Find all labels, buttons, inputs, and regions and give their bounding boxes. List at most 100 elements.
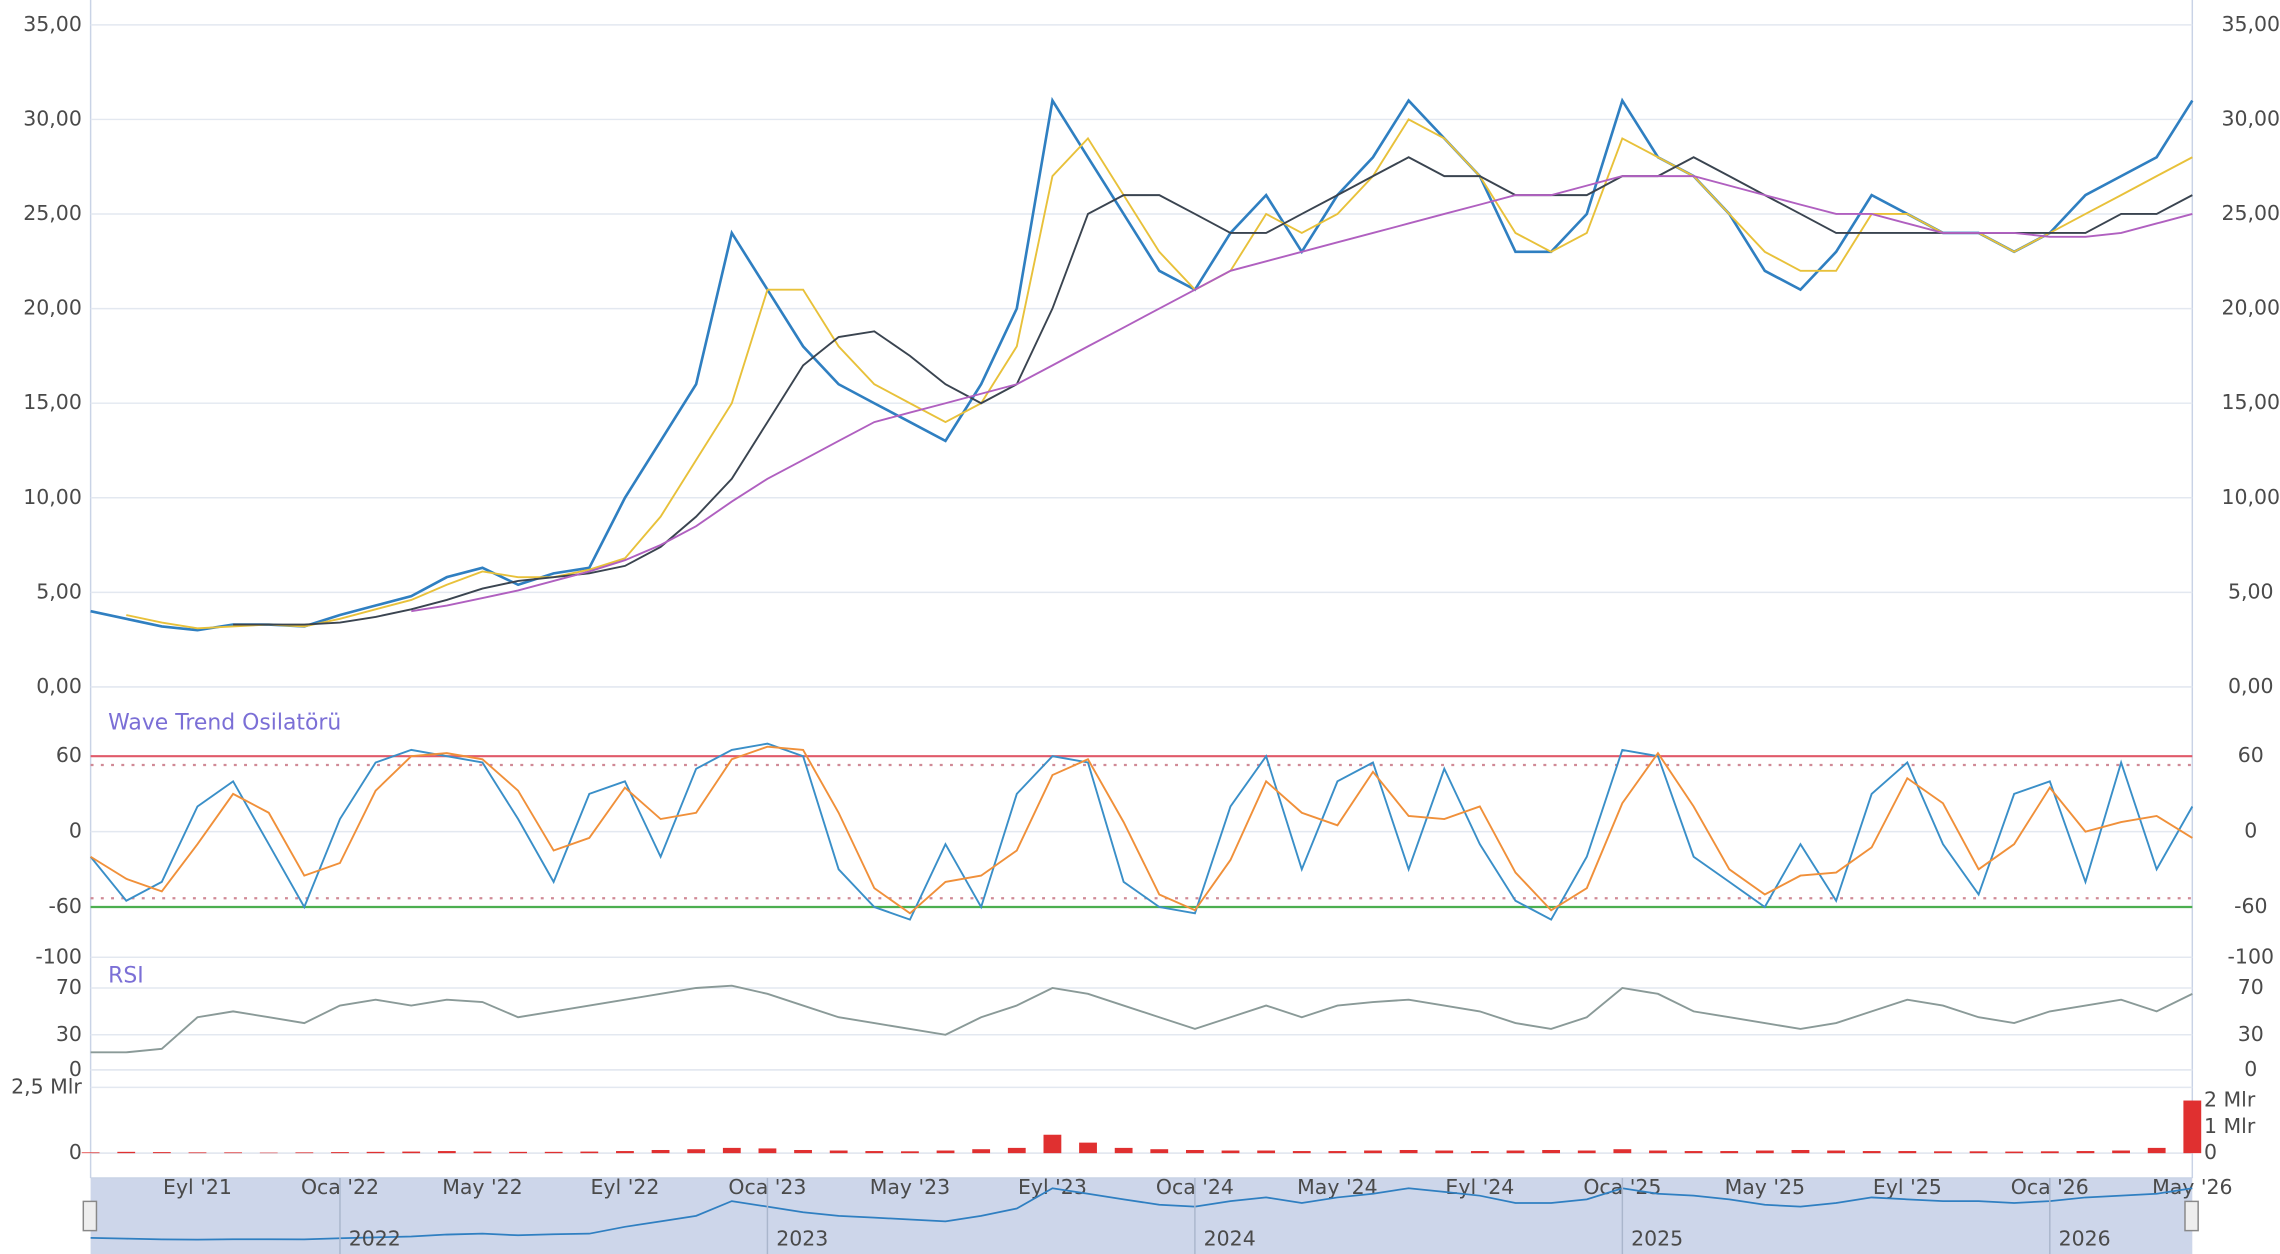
volume-bar — [224, 1152, 243, 1154]
volume-bar — [1007, 1147, 1026, 1154]
volume-bar — [1221, 1150, 1240, 1154]
y2-tick-label: 70 — [2238, 975, 2264, 999]
y-tick-label: 0 — [69, 1057, 82, 1081]
volume-bar — [259, 1152, 278, 1154]
volume-bar — [758, 1148, 777, 1154]
volume-bar — [188, 1152, 207, 1154]
volume-bar — [1613, 1149, 1632, 1154]
volume-bar — [1755, 1150, 1774, 1154]
volume-bar — [1043, 1134, 1062, 1154]
y-tick-label: 15,00 — [23, 390, 82, 414]
volume-bar — [437, 1151, 456, 1154]
volume-bar — [1969, 1151, 1988, 1154]
x-tick-label: May '25 — [1725, 1175, 1805, 1199]
volume-bar — [687, 1149, 706, 1154]
y2-tick-label: 5,00 — [2228, 579, 2274, 603]
volume-bar — [366, 1151, 385, 1154]
y-tick-label: 25,00 — [23, 201, 82, 225]
volume-bar — [1470, 1151, 1489, 1154]
volume-bar — [1364, 1150, 1382, 1154]
volume-bar — [1934, 1151, 1952, 1154]
volume-bar — [1720, 1151, 1739, 1154]
volume-bar — [152, 1152, 171, 1154]
y2-tick-label: 35,00 — [2221, 12, 2280, 36]
series-line — [90, 745, 2193, 915]
series-line — [89, 742, 2194, 921]
series-line — [233, 156, 2193, 626]
y2-tick-label: 0 — [2244, 819, 2257, 843]
x-tick-label: May '26 — [2152, 1175, 2232, 1199]
volume-bar — [295, 1152, 314, 1154]
y-tick-label: 35,00 — [23, 12, 82, 36]
navigator-line — [90, 1187, 2193, 1241]
y-tick-label: 30 — [56, 1022, 82, 1046]
y2-tick-label: 2 Mlr — [2204, 1088, 2256, 1112]
y-tick-label: 20,00 — [23, 296, 82, 320]
volume-bar — [651, 1149, 670, 1154]
volume-bar — [1185, 1149, 1204, 1154]
x-tick-label: Eyl '21 — [163, 1175, 232, 1199]
nav-handle-right[interactable] — [2184, 1200, 2199, 1232]
volume-bar — [81, 1152, 100, 1154]
navigator-year: 2023 — [776, 1226, 828, 1250]
volume-bar — [1292, 1151, 1311, 1154]
series-line — [90, 96, 2194, 632]
y2-tick-label: 0 — [2244, 1057, 2257, 1081]
series-line — [126, 118, 2193, 630]
volume-bar — [616, 1151, 634, 1154]
y-tick-label: 30,00 — [23, 106, 82, 130]
volume-bar — [1791, 1149, 1810, 1154]
panel-title: RSI — [108, 963, 144, 988]
volume-bar — [2005, 1151, 2024, 1154]
volume-bar — [1827, 1150, 1845, 1154]
volume-bar — [865, 1151, 884, 1154]
volume-bar — [1435, 1150, 1454, 1154]
volume-bar — [1542, 1149, 1561, 1154]
nav-handle-left[interactable] — [82, 1200, 98, 1232]
navigator-year: 2024 — [1204, 1226, 1256, 1250]
y2-tick-label: -100 — [2228, 944, 2274, 968]
volume-bar — [2112, 1150, 2130, 1154]
series-line — [411, 175, 2193, 613]
volume-bar — [1150, 1149, 1169, 1154]
navigator[interactable] — [90, 1178, 2193, 1254]
y-tick-label: 0 — [69, 819, 82, 843]
volume-bar — [1649, 1150, 1667, 1154]
y2-tick-label: 30,00 — [2221, 106, 2280, 130]
series-line — [90, 984, 2193, 1054]
navigator-year: 2026 — [2059, 1226, 2111, 1250]
volume-bar — [1257, 1150, 1276, 1154]
y-tick-label: 0 — [69, 1140, 82, 1164]
y-tick-label: 2,5 Mlr — [11, 1074, 82, 1098]
y2-tick-label: 25,00 — [2221, 201, 2280, 225]
volume-bar — [1898, 1151, 1917, 1154]
volume-bar — [402, 1151, 421, 1154]
y2-tick-label: 10,00 — [2221, 485, 2280, 509]
volume-bar — [1114, 1147, 1133, 1154]
volume-bar — [2076, 1151, 2095, 1154]
volume-bar — [936, 1150, 955, 1154]
volume-bar — [117, 1151, 136, 1154]
y-tick-label: -100 — [35, 944, 81, 968]
x-tick-label: Eyl '23 — [1018, 1175, 1087, 1199]
volume-bar — [1577, 1150, 1596, 1154]
y2-tick-label: 0,00 — [2228, 674, 2274, 698]
volume-bar — [1328, 1151, 1347, 1154]
volume-bar — [901, 1151, 919, 1154]
x-tick-label: May '23 — [870, 1175, 950, 1199]
volume-bar — [2183, 1100, 2202, 1154]
y2-tick-label: -60 — [2234, 894, 2267, 918]
volume-bar — [544, 1151, 563, 1154]
volume-bar — [1506, 1150, 1525, 1154]
volume-bar — [1684, 1151, 1703, 1154]
volume-bar — [473, 1151, 492, 1154]
y2-tick-label: 30 — [2238, 1022, 2264, 1046]
y-tick-label: 0,00 — [36, 674, 82, 698]
panel-title: Wave Trend Osilatörü — [108, 710, 341, 735]
y2-tick-label: 60 — [2238, 743, 2264, 767]
y-tick-label: 5,00 — [36, 579, 82, 603]
y-tick-label: -60 — [48, 894, 81, 918]
volume-bar — [972, 1149, 991, 1154]
volume-bar — [1399, 1149, 1418, 1154]
y-tick-label: 60 — [56, 743, 82, 767]
